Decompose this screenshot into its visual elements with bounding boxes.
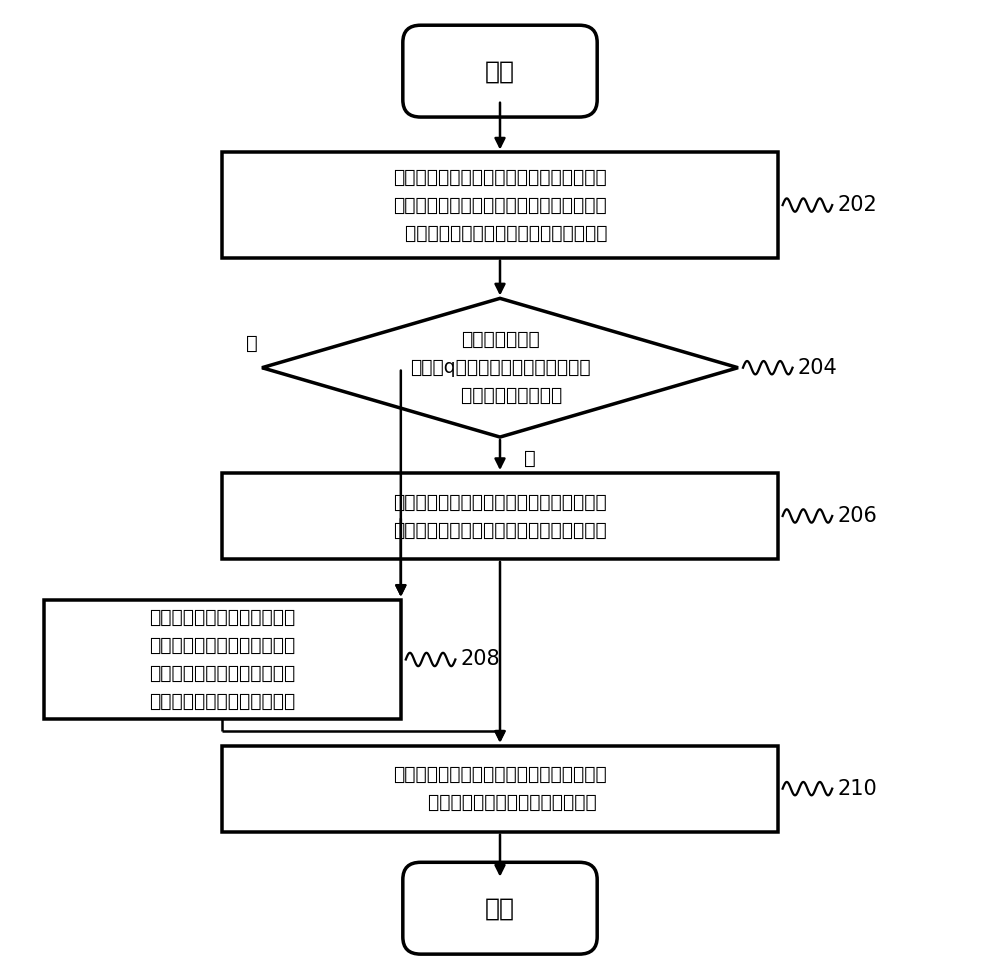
Bar xyxy=(222,152,778,258)
Bar xyxy=(44,599,401,719)
Text: 204: 204 xyxy=(797,358,837,377)
Text: 210: 210 xyxy=(837,779,877,799)
Text: 206: 206 xyxy=(837,506,877,526)
FancyBboxPatch shape xyxy=(403,25,597,117)
Bar xyxy=(222,473,778,559)
Text: 开始: 开始 xyxy=(485,59,515,83)
Text: 根据霍尔位置标志位和初始霍尔角度位置，
    确定永磁同步电机的转子角度位置: 根据霍尔位置标志位和初始霍尔角度位置， 确定永磁同步电机的转子角度位置 xyxy=(393,765,607,813)
Polygon shape xyxy=(262,298,738,437)
Text: 记录扇区变化值，并根据扇区变化值确定永
磁同步电机的旋转方向以及霍尔位置标志位: 记录扇区变化值，并根据扇区变化值确定永 磁同步电机的旋转方向以及霍尔位置标志位 xyxy=(393,492,607,539)
Text: 结束: 结束 xyxy=(485,896,515,921)
Text: 208: 208 xyxy=(460,649,500,670)
Text: 在初始霍尔角度位置分别加入
正电压脉冲和负电压脉冲，获
取并比较正电流峰值和负电流
峰值，以确定霍尔位置标志位: 在初始霍尔角度位置分别加入 正电压脉冲和负电压脉冲，获 取并比较正电流峰值和负电… xyxy=(149,608,295,711)
Text: 是: 是 xyxy=(524,449,536,468)
Text: 在初始霍尔角度
位置的q轴方向加入电流，判断初始
    扇区值是否发生变化: 在初始霍尔角度 位置的q轴方向加入电流，判断初始 扇区值是否发生变化 xyxy=(410,330,590,405)
Text: 在永磁同步电机上电且处于停止状态时，获
取霍尔位置信号电平，根据霍尔位置信号电
  平确定初始霍尔角度位置以及初始扇区值: 在永磁同步电机上电且处于停止状态时，获 取霍尔位置信号电平，根据霍尔位置信号电 … xyxy=(393,168,607,242)
Text: 否: 否 xyxy=(246,334,258,353)
Bar xyxy=(222,746,778,832)
Text: 202: 202 xyxy=(837,195,877,215)
FancyBboxPatch shape xyxy=(403,863,597,954)
